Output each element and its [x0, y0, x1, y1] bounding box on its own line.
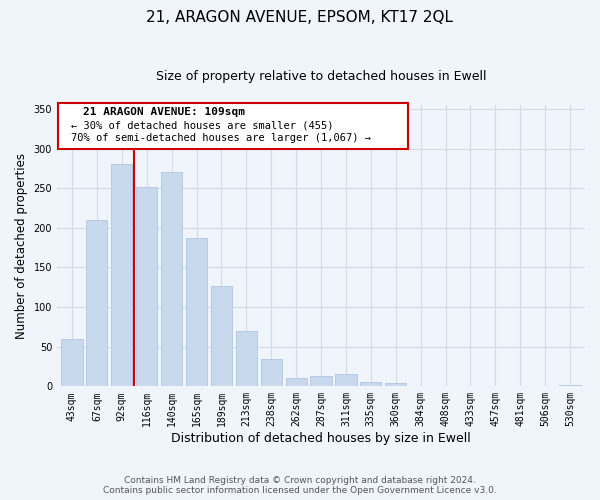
Text: Contains HM Land Registry data © Crown copyright and database right 2024.
Contai: Contains HM Land Registry data © Crown c…	[103, 476, 497, 495]
Bar	[136, 186, 157, 386]
Bar	[236, 331, 257, 386]
Text: 21 ARAGON AVENUE: 109sqm: 21 ARAGON AVENUE: 109sqm	[83, 106, 245, 117]
Bar	[161, 172, 182, 386]
FancyBboxPatch shape	[58, 102, 408, 148]
Text: 21, ARAGON AVENUE, EPSOM, KT17 2QL: 21, ARAGON AVENUE, EPSOM, KT17 2QL	[146, 10, 454, 25]
Title: Size of property relative to detached houses in Ewell: Size of property relative to detached ho…	[156, 70, 486, 83]
Bar	[186, 238, 207, 386]
Bar	[260, 360, 282, 386]
Bar	[61, 339, 83, 386]
Bar	[211, 286, 232, 386]
Bar	[111, 164, 133, 386]
Bar	[86, 220, 107, 386]
Bar	[385, 383, 406, 386]
Bar	[335, 374, 356, 386]
Y-axis label: Number of detached properties: Number of detached properties	[15, 152, 28, 338]
Bar	[559, 384, 581, 386]
Text: ← 30% of detached houses are smaller (455): ← 30% of detached houses are smaller (45…	[71, 120, 333, 130]
X-axis label: Distribution of detached houses by size in Ewell: Distribution of detached houses by size …	[171, 432, 471, 445]
Text: 70% of semi-detached houses are larger (1,067) →: 70% of semi-detached houses are larger (…	[71, 132, 371, 142]
Bar	[360, 382, 382, 386]
Bar	[310, 376, 332, 386]
Bar	[286, 378, 307, 386]
